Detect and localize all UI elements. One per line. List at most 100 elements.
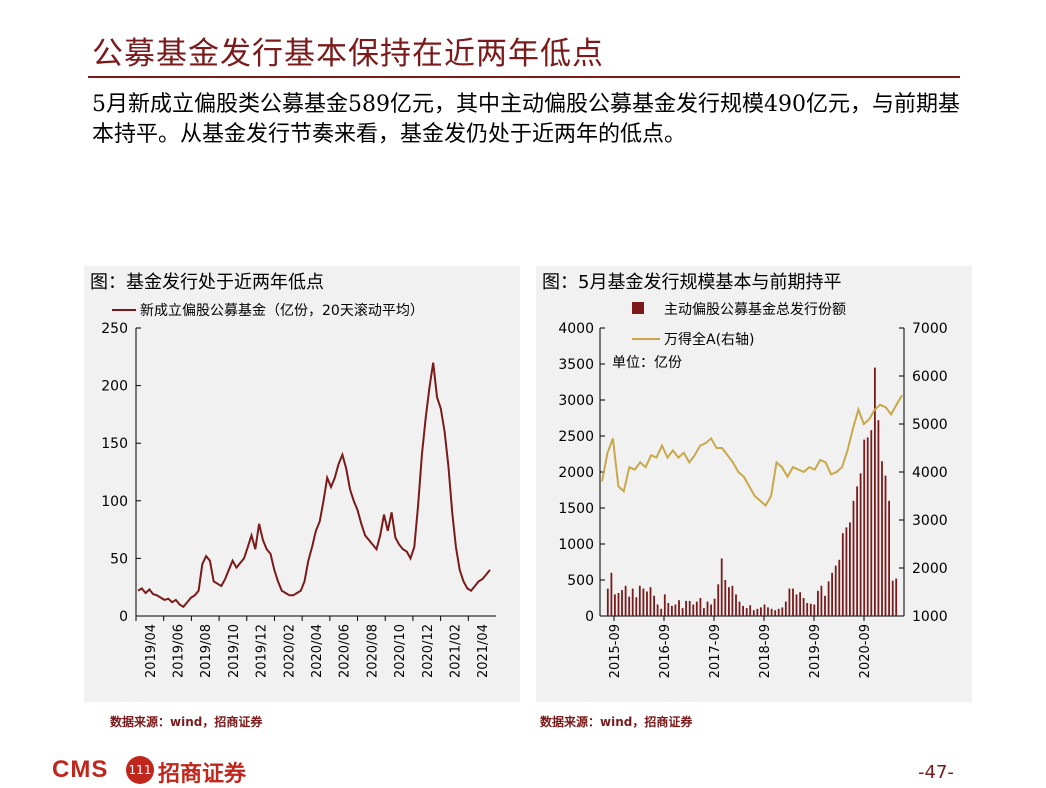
bar-issuance [706, 601, 709, 616]
bar-issuance [752, 610, 755, 616]
bar-issuance [763, 604, 766, 616]
bar-issuance [827, 581, 830, 616]
left-y-tick-label: 0 [585, 609, 594, 625]
y-tick-label: 100 [101, 494, 128, 510]
right-y-tick-label: 3000 [912, 513, 948, 529]
x-tick-label: 2019/06 [172, 624, 187, 678]
chart-source-left: 数据来源：wind，招商证券 [110, 715, 263, 729]
right-y-tick-label: 1000 [912, 609, 948, 625]
x-tick-label: 2020/08 [365, 624, 380, 678]
bar-issuance [834, 565, 837, 616]
bar-issuance [606, 588, 609, 616]
bar-issuance [767, 607, 769, 616]
left-y-tick-label: 2500 [558, 429, 594, 445]
bar-issuance [774, 610, 777, 616]
bar-issuance [653, 595, 655, 616]
bar-issuance [888, 500, 890, 616]
bar-issuance [710, 604, 712, 616]
bar-issuance [806, 603, 809, 616]
legend-label-line: 万得全A(右轴) [664, 331, 755, 348]
chart-title-right: 图：5月基金发行规模基本与前期持平 [542, 272, 842, 293]
right-y-tick-label: 5000 [912, 417, 948, 433]
bar-issuance [820, 585, 823, 616]
right-y-tick-label: 4000 [912, 465, 948, 481]
bar-issuance [617, 593, 620, 616]
chart-source-right: 数据来源：wind，招商证券 [540, 715, 693, 729]
bar-issuance [738, 601, 741, 616]
left-y-tick-label: 3500 [558, 357, 594, 373]
bar-issuance [614, 594, 616, 616]
right-y-tick-label: 7000 [912, 321, 948, 337]
x-tick-label: 2020/06 [338, 624, 353, 678]
chart-panel-right: 图：5月基金发行规模基本与前期持平 主动偏股公募基金总发行份额 万得全A(右轴) 单… [536, 266, 972, 702]
bar-issuance [610, 572, 613, 616]
bar-issuance [799, 592, 801, 616]
left-y-tick-label: 500 [567, 573, 594, 589]
bar-issuance [784, 601, 787, 616]
bar-issuance [649, 587, 652, 616]
x-tick-label: 2020/04 [310, 624, 325, 678]
bar-issuance [777, 608, 780, 616]
line-chart-fund-issuance: 新成立偏股公募基金（亿份，20天滚动平均） 0 50 100 150 200 250 2019… [101, 302, 496, 678]
unit-label: 单位：亿份 [612, 355, 682, 371]
bar-issuance [824, 595, 826, 616]
bar-issuance [674, 604, 677, 616]
bar-issuance [891, 580, 894, 616]
series-line-new-funds [137, 362, 491, 609]
legend-label: 新成立偏股公募基金（亿份，20天滚动平均） [140, 302, 424, 319]
page-description: 5月新成立偏股类公募基金589亿元，其中主动偏股公募基金发行规模490亿元，与前… [92, 92, 960, 147]
x-tick-label: 2019/10 [227, 624, 242, 678]
bar-issuance [703, 608, 705, 616]
bar-issuance [667, 603, 670, 616]
bar-issuance [795, 594, 798, 616]
bar-issuance [874, 367, 876, 616]
bar-issuance [728, 587, 730, 616]
bar-issuance [678, 600, 680, 616]
bar-issuance [877, 420, 880, 616]
right-y-tick-label: 6000 [912, 369, 948, 385]
bar-issuance [817, 590, 819, 616]
bar-issuance [809, 603, 812, 616]
bar-issuance [631, 588, 634, 616]
chart-title-left: 图：基金发行处于近两年低点 [90, 272, 324, 293]
x-tick-label: 2015-09 [608, 624, 623, 678]
page-number: -47- [918, 762, 954, 783]
right-y-tick-label: 2000 [912, 561, 948, 577]
bar-issuance [656, 604, 659, 616]
left-y-tick-label: 3000 [558, 393, 594, 409]
bar-issuance [845, 527, 848, 616]
bar-issuance [642, 588, 645, 616]
bar-issuance [663, 594, 666, 616]
x-tick-label: 2019/12 [255, 624, 270, 678]
legend-bar-swatch [632, 302, 644, 314]
y-tick-label: 200 [101, 379, 128, 395]
y-tick-label: 50 [110, 551, 128, 567]
bar-issuance [742, 605, 744, 616]
page-title: 公募基金发行基本保持在近两年低点 [92, 36, 604, 72]
bar-issuance [646, 591, 648, 616]
x-tick-label: 2019/08 [199, 624, 214, 678]
bar-issuance [788, 588, 791, 616]
bar-issuance [870, 430, 873, 616]
bar-issuance [635, 597, 638, 616]
x-tick-label: 2020/12 [421, 624, 436, 678]
x-tick-label: 2021/04 [476, 624, 491, 678]
bar-issuance [792, 588, 794, 616]
x-tick-label: 2018-09 [758, 624, 773, 678]
x-tick-label: 2016-09 [658, 624, 673, 678]
bar-issuance [838, 559, 841, 616]
company-logo-badge-icon: 111 [126, 756, 154, 784]
bar-issuance [681, 608, 684, 616]
bar-issuance [713, 598, 716, 616]
chart-panel-left: 图：基金发行处于近两年低点 新成立偏股公募基金（亿份，20天滚动平均） 0 50 10… [84, 266, 520, 702]
bar-issuance [831, 572, 833, 616]
bar-issuance [624, 585, 627, 616]
bar-issuance [859, 473, 862, 616]
bar-issuance [841, 533, 844, 616]
bar-issuance [695, 601, 698, 616]
title-divider [88, 76, 960, 78]
bar-issuance [720, 558, 723, 616]
bar-issuance [863, 439, 866, 616]
bar-issuance [884, 475, 887, 616]
bar-issuance [756, 608, 759, 616]
